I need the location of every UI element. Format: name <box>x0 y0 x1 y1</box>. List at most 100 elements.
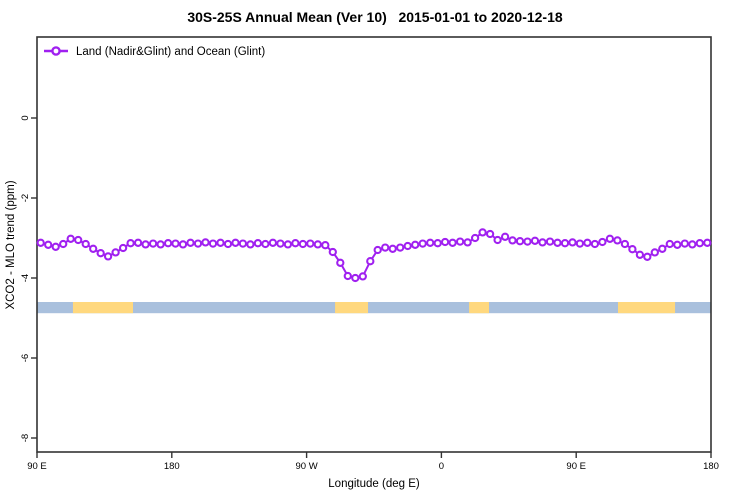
data-point <box>433 239 442 248</box>
data-point <box>695 239 704 248</box>
data-point <box>223 239 233 249</box>
data-point <box>283 240 293 249</box>
x-tick-label: 180 <box>164 461 180 472</box>
data-point <box>118 243 128 253</box>
data-point <box>613 236 622 245</box>
data-point <box>665 239 674 249</box>
surface-band <box>37 302 711 314</box>
surface-band-segment <box>617 302 676 314</box>
data-point <box>358 272 367 281</box>
data-point <box>598 237 607 247</box>
data-point <box>583 238 592 247</box>
data-point <box>163 239 173 248</box>
data-point <box>89 244 98 253</box>
data-point <box>44 240 53 249</box>
data-point <box>276 239 285 248</box>
y-tick-label: -2 <box>20 194 31 202</box>
data-point <box>178 240 188 249</box>
data-point <box>426 238 435 247</box>
data-point <box>351 273 360 283</box>
data-point <box>328 247 337 257</box>
data-point <box>51 242 60 251</box>
data-point <box>538 238 547 247</box>
data-point <box>418 239 427 248</box>
surface-band-base <box>37 302 711 314</box>
data-point <box>186 238 195 247</box>
data-point <box>575 239 585 248</box>
data-point <box>620 239 630 249</box>
data-point <box>268 238 278 247</box>
data-point <box>261 239 270 249</box>
data-point <box>141 240 150 249</box>
data-point <box>635 250 645 259</box>
data-point <box>298 239 308 249</box>
data-point <box>680 239 689 248</box>
legend-label: Land (Nadir&Glint) and Ocean (Glint) <box>76 46 265 58</box>
data-point <box>703 238 712 247</box>
legend: Land (Nadir&Glint) and Ocean (Glint) <box>44 46 265 58</box>
data-point <box>590 239 600 249</box>
chart-title: 30S-25S Annual Mean (Ver 10) 2015-01-01 … <box>187 9 563 25</box>
x-tick-label: 90 W <box>296 461 318 472</box>
data-point <box>253 239 263 248</box>
data-point <box>306 239 315 248</box>
data-point <box>388 244 397 253</box>
axes: 90 E 180 90 W 0 90 E 180 0 -2 -4 -6 -8 <box>20 115 719 472</box>
y-tick-label: -4 <box>20 274 31 282</box>
surface-band-segment <box>72 302 134 314</box>
surface-band-segment <box>335 302 369 314</box>
data-point <box>148 239 158 248</box>
data-point <box>560 239 570 248</box>
data-point <box>59 239 68 249</box>
data-point <box>530 236 540 245</box>
data-point <box>545 237 555 246</box>
data-point <box>231 238 240 247</box>
y-tick-label: 0 <box>20 115 31 120</box>
data-point <box>208 239 218 248</box>
data-point <box>133 238 143 247</box>
data-point <box>673 240 682 249</box>
x-tick-label: 90 E <box>566 461 586 472</box>
data-point <box>36 238 45 247</box>
data-point <box>553 238 562 247</box>
data-point <box>103 252 113 261</box>
data-point <box>523 237 532 246</box>
data-point <box>238 239 248 248</box>
data-point <box>470 233 480 243</box>
data-point <box>500 232 510 241</box>
legend-marker-circle <box>51 46 61 56</box>
data-point <box>515 237 525 246</box>
surface-band-segment <box>469 302 490 314</box>
data-point <box>156 240 165 249</box>
data-point <box>508 236 517 245</box>
x-tick-label: 0 <box>439 461 444 472</box>
data-point <box>336 258 345 267</box>
data-point <box>343 271 352 281</box>
data-point <box>111 248 120 257</box>
data-point <box>171 239 180 248</box>
y-tick-label: -8 <box>20 434 31 442</box>
data-point <box>321 241 330 250</box>
data-point <box>688 240 697 249</box>
data-point <box>126 239 135 248</box>
data-point <box>605 234 615 243</box>
data-point <box>81 239 90 249</box>
data-point <box>313 240 322 249</box>
data-point <box>568 238 577 247</box>
y-axis-title: XCO2 - MLO trend (ppm) <box>5 180 17 309</box>
data-point <box>291 239 300 248</box>
data-point <box>66 234 75 243</box>
data-point <box>74 235 83 245</box>
data-point <box>658 244 667 253</box>
data-point <box>478 228 487 237</box>
data-point <box>643 252 652 261</box>
data-point <box>373 245 382 255</box>
data-point <box>455 237 465 246</box>
data-point <box>396 243 405 252</box>
data-point <box>96 249 105 258</box>
data-point <box>493 235 502 245</box>
data-point <box>485 229 495 239</box>
data-point <box>650 248 659 257</box>
